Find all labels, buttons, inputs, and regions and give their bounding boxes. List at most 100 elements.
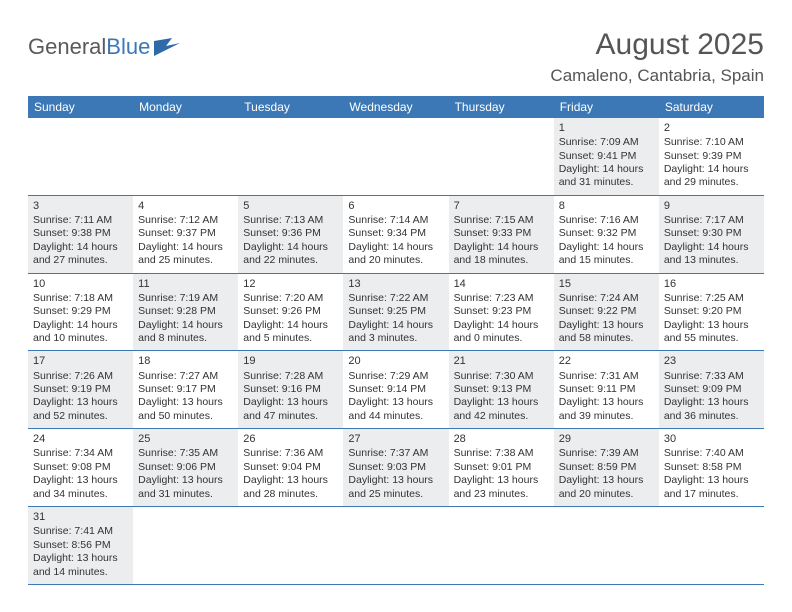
day-cell: 3Sunrise: 7:11 AMSunset: 9:38 PMDaylight…: [28, 196, 133, 273]
weeks-container: 1Sunrise: 7:09 AMSunset: 9:41 PMDaylight…: [28, 118, 764, 585]
sunrise-text: Sunrise: 7:40 AM: [664, 447, 759, 460]
day-cell: 8Sunrise: 7:16 AMSunset: 9:32 PMDaylight…: [554, 196, 659, 273]
day-number: 25: [138, 432, 233, 446]
empty-cell: [238, 118, 343, 195]
daylight-text: Daylight: 14 hours and 13 minutes.: [664, 241, 759, 268]
sunrise-text: Sunrise: 7:39 AM: [559, 447, 654, 460]
day-cell: 20Sunrise: 7:29 AMSunset: 9:14 PMDayligh…: [343, 351, 448, 428]
day-header-thursday: Thursday: [449, 96, 554, 118]
sunset-text: Sunset: 9:39 PM: [664, 150, 759, 163]
day-number: 18: [138, 354, 233, 368]
sunrise-text: Sunrise: 7:12 AM: [138, 214, 233, 227]
day-header-tuesday: Tuesday: [238, 96, 343, 118]
week-row: 1Sunrise: 7:09 AMSunset: 9:41 PMDaylight…: [28, 118, 764, 196]
sunrise-text: Sunrise: 7:13 AM: [243, 214, 338, 227]
day-cell: 24Sunrise: 7:34 AMSunset: 9:08 PMDayligh…: [28, 429, 133, 506]
sunrise-text: Sunrise: 7:27 AM: [138, 370, 233, 383]
day-cell: 9Sunrise: 7:17 AMSunset: 9:30 PMDaylight…: [659, 196, 764, 273]
week-row: 10Sunrise: 7:18 AMSunset: 9:29 PMDayligh…: [28, 274, 764, 352]
sunset-text: Sunset: 8:56 PM: [33, 539, 128, 552]
day-number: 16: [664, 277, 759, 291]
day-number: 10: [33, 277, 128, 291]
day-cell: 1Sunrise: 7:09 AMSunset: 9:41 PMDaylight…: [554, 118, 659, 195]
day-cell: 21Sunrise: 7:30 AMSunset: 9:13 PMDayligh…: [449, 351, 554, 428]
sunrise-text: Sunrise: 7:28 AM: [243, 370, 338, 383]
day-cell: 16Sunrise: 7:25 AMSunset: 9:20 PMDayligh…: [659, 274, 764, 351]
week-row: 3Sunrise: 7:11 AMSunset: 9:38 PMDaylight…: [28, 196, 764, 274]
day-number: 12: [243, 277, 338, 291]
sunrise-text: Sunrise: 7:29 AM: [348, 370, 443, 383]
daylight-text: Daylight: 13 hours and 34 minutes.: [33, 474, 128, 501]
sunset-text: Sunset: 9:11 PM: [559, 383, 654, 396]
sunset-text: Sunset: 8:58 PM: [664, 461, 759, 474]
week-row: 31Sunrise: 7:41 AMSunset: 8:56 PMDayligh…: [28, 507, 764, 585]
empty-cell: [343, 118, 448, 195]
sunrise-text: Sunrise: 7:25 AM: [664, 292, 759, 305]
daylight-text: Daylight: 14 hours and 29 minutes.: [664, 163, 759, 190]
day-cell: 12Sunrise: 7:20 AMSunset: 9:26 PMDayligh…: [238, 274, 343, 351]
daylight-text: Daylight: 14 hours and 27 minutes.: [33, 241, 128, 268]
sunset-text: Sunset: 9:30 PM: [664, 227, 759, 240]
daylight-text: Daylight: 13 hours and 25 minutes.: [348, 474, 443, 501]
sunset-text: Sunset: 9:14 PM: [348, 383, 443, 396]
empty-cell: [659, 507, 764, 584]
day-cell: 10Sunrise: 7:18 AMSunset: 9:29 PMDayligh…: [28, 274, 133, 351]
sunset-text: Sunset: 9:38 PM: [33, 227, 128, 240]
day-cell: 15Sunrise: 7:24 AMSunset: 9:22 PMDayligh…: [554, 274, 659, 351]
empty-cell: [28, 118, 133, 195]
week-row: 17Sunrise: 7:26 AMSunset: 9:19 PMDayligh…: [28, 351, 764, 429]
day-number: 1: [559, 121, 654, 135]
sunrise-text: Sunrise: 7:11 AM: [33, 214, 128, 227]
sunset-text: Sunset: 9:37 PM: [138, 227, 233, 240]
sunset-text: Sunset: 9:06 PM: [138, 461, 233, 474]
header-row: GeneralBlue August 2025 Camaleno, Cantab…: [28, 28, 764, 86]
sunrise-text: Sunrise: 7:14 AM: [348, 214, 443, 227]
daylight-text: Daylight: 13 hours and 36 minutes.: [664, 396, 759, 423]
sunset-text: Sunset: 8:59 PM: [559, 461, 654, 474]
location: Camaleno, Cantabria, Spain: [550, 66, 764, 86]
day-cell: 29Sunrise: 7:39 AMSunset: 8:59 PMDayligh…: [554, 429, 659, 506]
sunrise-text: Sunrise: 7:23 AM: [454, 292, 549, 305]
day-number: 28: [454, 432, 549, 446]
day-header-friday: Friday: [554, 96, 659, 118]
daylight-text: Daylight: 13 hours and 14 minutes.: [33, 552, 128, 579]
day-number: 13: [348, 277, 443, 291]
daylight-text: Daylight: 14 hours and 8 minutes.: [138, 319, 233, 346]
day-number: 30: [664, 432, 759, 446]
sunrise-text: Sunrise: 7:22 AM: [348, 292, 443, 305]
day-number: 23: [664, 354, 759, 368]
day-cell: 30Sunrise: 7:40 AMSunset: 8:58 PMDayligh…: [659, 429, 764, 506]
sunrise-text: Sunrise: 7:33 AM: [664, 370, 759, 383]
daylight-text: Daylight: 13 hours and 31 minutes.: [138, 474, 233, 501]
logo: GeneralBlue: [28, 34, 180, 60]
day-number: 17: [33, 354, 128, 368]
day-number: 14: [454, 277, 549, 291]
sunrise-text: Sunrise: 7:31 AM: [559, 370, 654, 383]
day-cell: 11Sunrise: 7:19 AMSunset: 9:28 PMDayligh…: [133, 274, 238, 351]
day-cell: 23Sunrise: 7:33 AMSunset: 9:09 PMDayligh…: [659, 351, 764, 428]
day-number: 4: [138, 199, 233, 213]
empty-cell: [133, 507, 238, 584]
sunrise-text: Sunrise: 7:17 AM: [664, 214, 759, 227]
sunrise-text: Sunrise: 7:10 AM: [664, 136, 759, 149]
empty-cell: [238, 507, 343, 584]
sunrise-text: Sunrise: 7:24 AM: [559, 292, 654, 305]
daylight-text: Daylight: 13 hours and 55 minutes.: [664, 319, 759, 346]
sunset-text: Sunset: 9:29 PM: [33, 305, 128, 318]
sunset-text: Sunset: 9:32 PM: [559, 227, 654, 240]
day-number: 26: [243, 432, 338, 446]
day-number: 27: [348, 432, 443, 446]
sunrise-text: Sunrise: 7:09 AM: [559, 136, 654, 149]
day-number: 19: [243, 354, 338, 368]
sunrise-text: Sunrise: 7:19 AM: [138, 292, 233, 305]
day-number: 5: [243, 199, 338, 213]
week-row: 24Sunrise: 7:34 AMSunset: 9:08 PMDayligh…: [28, 429, 764, 507]
sunrise-text: Sunrise: 7:15 AM: [454, 214, 549, 227]
daylight-text: Daylight: 14 hours and 15 minutes.: [559, 241, 654, 268]
day-cell: 19Sunrise: 7:28 AMSunset: 9:16 PMDayligh…: [238, 351, 343, 428]
day-number: 22: [559, 354, 654, 368]
calendar: Sunday Monday Tuesday Wednesday Thursday…: [28, 96, 764, 585]
sunrise-text: Sunrise: 7:37 AM: [348, 447, 443, 460]
day-cell: 13Sunrise: 7:22 AMSunset: 9:25 PMDayligh…: [343, 274, 448, 351]
daylight-text: Daylight: 14 hours and 20 minutes.: [348, 241, 443, 268]
